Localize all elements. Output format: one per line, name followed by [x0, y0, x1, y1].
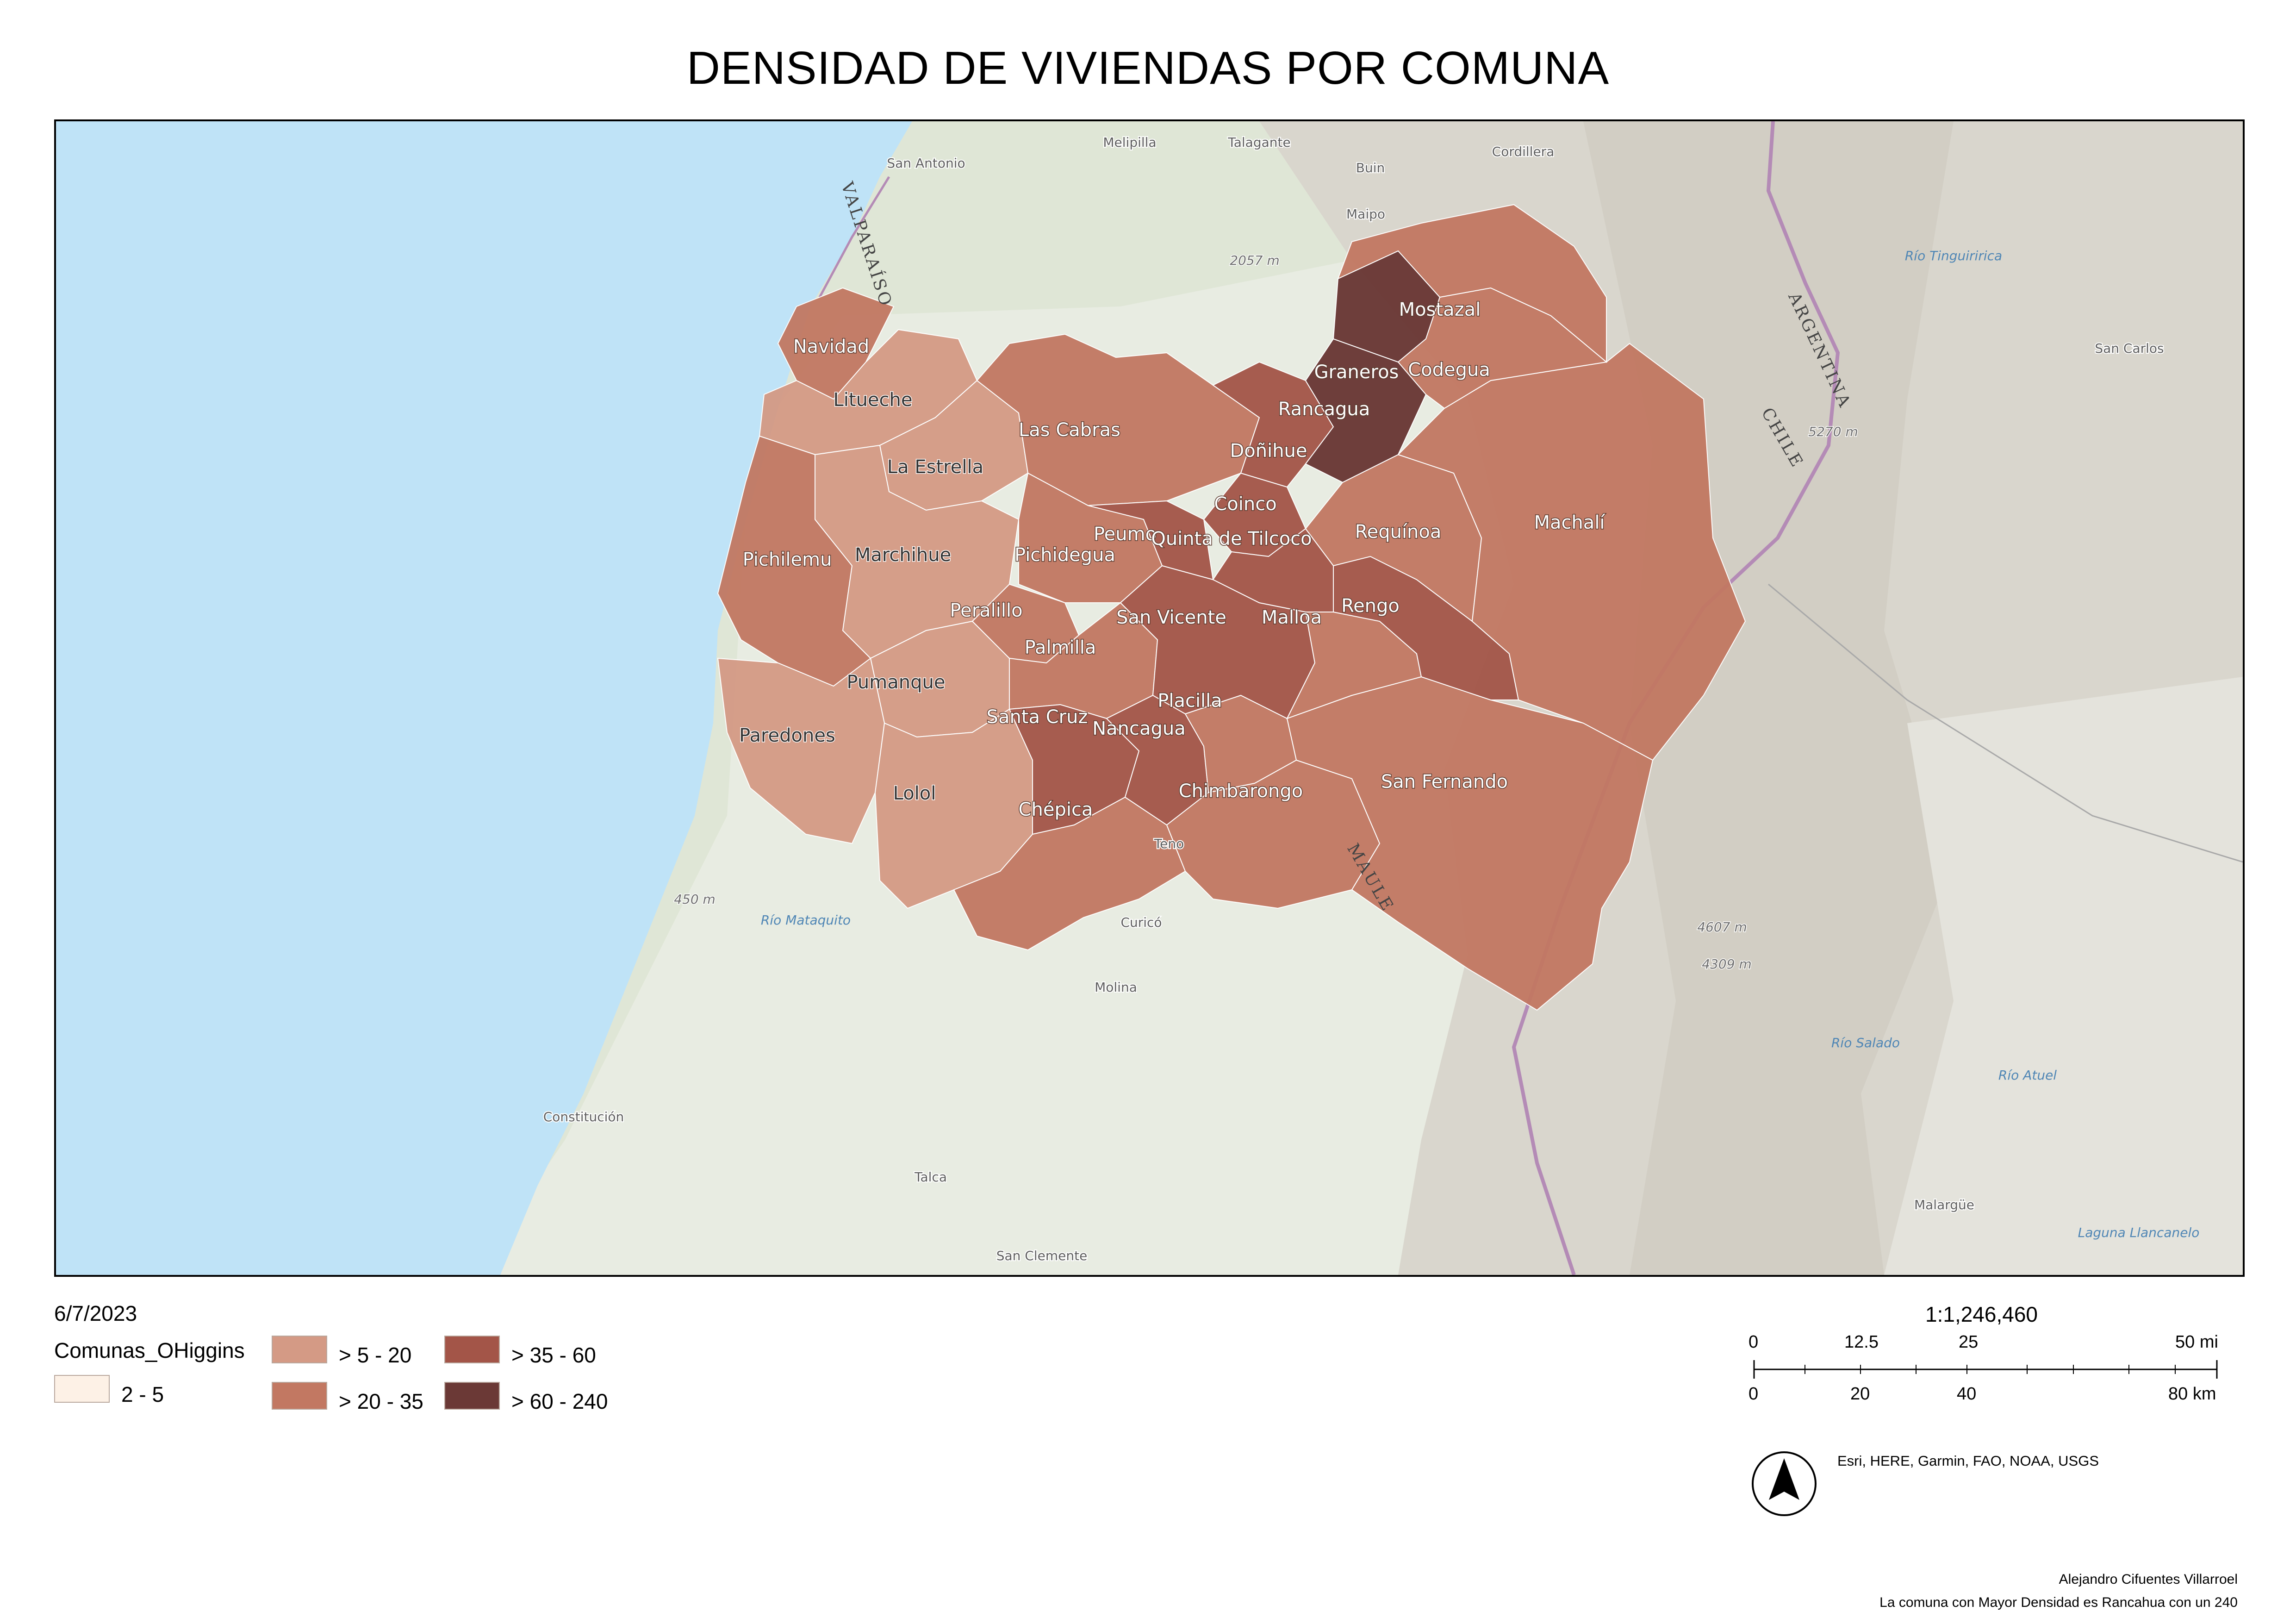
comuna-label: Pichilemu — [743, 549, 832, 570]
scale-ratio: 1:1,246,460 — [1925, 1302, 2038, 1326]
comuna-label: Coinco — [1214, 493, 1276, 515]
map-canvas[interactable]: Melipilla Talagante San Antonio Buin Mai… — [56, 121, 2243, 1275]
comuna-label: Nancagua — [1092, 718, 1186, 739]
base-label: Maipo — [1346, 206, 1385, 222]
north-arrow-icon — [1752, 1451, 1817, 1516]
river-label: Río Salado — [1831, 1035, 1900, 1050]
scale-mi-tick: 0 — [1748, 1332, 1759, 1352]
base-label: San Carlos — [2095, 341, 2164, 356]
comuna-label: Malloa — [1262, 607, 1322, 628]
comuna-label: Lolol — [893, 783, 936, 804]
river-label: Río Tinguiririca — [1905, 248, 2002, 263]
base-label: Buin — [1356, 160, 1385, 175]
comuna-label: Marchihue — [855, 544, 951, 566]
legend-label-class-5: > 60 - 240 — [511, 1389, 608, 1413]
international-border — [1512, 121, 1840, 1275]
scale-km-tick: 0 — [1748, 1384, 1759, 1404]
base-label: 5270 m — [1808, 424, 1858, 439]
legend-swatch-class-5 — [444, 1382, 500, 1410]
comuna-label: San Fernando — [1381, 771, 1508, 793]
valparaiso-border — [818, 176, 890, 298]
comuna-label: Chépica — [1019, 799, 1093, 820]
legend-swatch-class-3 — [272, 1382, 327, 1410]
lake-label: Laguna Llancanelo — [2078, 1225, 2200, 1240]
comuna-label: Chimbarongo — [1179, 781, 1303, 802]
comuna-mostazal[interactable] — [1337, 204, 1607, 363]
map-note: La comuna con Mayor Densidad es Rancahua… — [1879, 1595, 2238, 1610]
legend-label-class-3: > 20 - 35 — [339, 1389, 423, 1413]
scale-mi-tick: 50 mi — [2175, 1332, 2218, 1352]
legend-swatch-class-2 — [272, 1336, 327, 1363]
base-label: 4607 m — [1697, 919, 1747, 935]
comuna-label: La Estrella — [887, 456, 983, 478]
comuna-label: Pichidegua — [1014, 544, 1115, 566]
comuna-label: Requínoa — [1355, 521, 1442, 543]
legend-swatch-class-1 — [54, 1375, 110, 1403]
legend-swatch-class-4 — [444, 1336, 500, 1363]
scale-mi-tick: 25 — [1959, 1332, 1979, 1352]
comuna-label: Palmilla — [1025, 637, 1096, 658]
scale-km-tick: 80 km — [2168, 1384, 2216, 1404]
base-label: Talagante — [1227, 135, 1290, 150]
comuna-label: Rengo — [1341, 595, 1400, 617]
comuna-label: Machalí — [1534, 512, 1605, 533]
comuna-label: San Vicente — [1116, 607, 1226, 628]
base-label: Constitución — [543, 1109, 624, 1124]
map-date: 6/7/2023 — [54, 1301, 137, 1325]
scale-km-tick: 40 — [1957, 1384, 1977, 1404]
map-frame[interactable]: Melipilla Talagante San Antonio Buin Mai… — [54, 119, 2245, 1277]
comuna-label: Codegua — [1408, 359, 1490, 381]
scale-km-tick: 20 — [1850, 1384, 1870, 1404]
comuna-label: Paredones — [739, 725, 835, 746]
base-label: Talca — [914, 1169, 947, 1185]
base-label: Melipilla — [1103, 135, 1156, 150]
comunas-layer[interactable] — [717, 204, 1746, 1011]
comuna-label: Pumanque — [847, 672, 946, 693]
comuna-label: Las Cabras — [1019, 419, 1120, 441]
base-label: 450 m — [674, 892, 716, 907]
map-title: DENSIDAD DE VIVIENDAS POR COMUNA — [686, 42, 1610, 94]
comuna-label: Navidad — [793, 336, 870, 357]
base-label: 2057 m — [1230, 253, 1279, 268]
comuna-label: Rancagua — [1278, 399, 1370, 420]
map-author: Alejandro Cifuentes Villarroel — [2059, 1572, 2238, 1587]
river-label: Río Mataquito — [761, 912, 851, 928]
comuna-label: Placilla — [1157, 690, 1222, 712]
comuna-label: Peumo — [1094, 524, 1157, 545]
legend-label-class-1: 2 - 5 — [121, 1382, 164, 1406]
map-credits: Esri, HERE, Garmin, FAO, NOAA, USGS — [1837, 1453, 2099, 1469]
river-label: Río Atuel — [1998, 1068, 2057, 1083]
comuna-label: Doñihue — [1230, 440, 1307, 462]
pacific-ocean — [56, 121, 912, 1275]
scale-bar — [1753, 1360, 2218, 1379]
comuna-label: Graneros — [1314, 362, 1399, 383]
base-label: Molina — [1095, 980, 1137, 995]
base-label: Teno — [1154, 836, 1184, 851]
base-label: San Antonio — [887, 156, 965, 171]
comuna-label: Litueche — [834, 389, 913, 411]
legend-label-class-4: > 35 - 60 — [511, 1343, 596, 1367]
base-label: San Clemente — [996, 1248, 1088, 1263]
province-border — [1768, 583, 2243, 863]
legend-title: Comunas_OHiggins — [54, 1338, 245, 1362]
base-label: 4309 m — [1702, 956, 1751, 972]
comuna-labels: Navidad Litueche La Estrella Pichilemu M… — [739, 299, 1606, 821]
water-labels: Río Mataquito Río Salado Río Atuel Lagun… — [761, 248, 2199, 1240]
legend-label-class-2: > 5 - 20 — [339, 1343, 412, 1367]
scale-mi-tick: 12.5 — [1844, 1332, 1879, 1352]
comuna-label: Peralillo — [950, 600, 1022, 621]
base-label: Curicó — [1120, 915, 1162, 930]
comuna-label: Quinta de Tilcoco — [1151, 528, 1312, 550]
comuna-label: Santa Cruz — [987, 706, 1088, 728]
argentine-plains — [1884, 677, 2243, 1275]
base-label: Cordillera — [1492, 144, 1555, 159]
base-labels: Melipilla Talagante San Antonio Buin Mai… — [542, 134, 2165, 1264]
comuna-label: Mostazal — [1399, 299, 1481, 320]
base-label: Malargüe — [1914, 1197, 1974, 1212]
